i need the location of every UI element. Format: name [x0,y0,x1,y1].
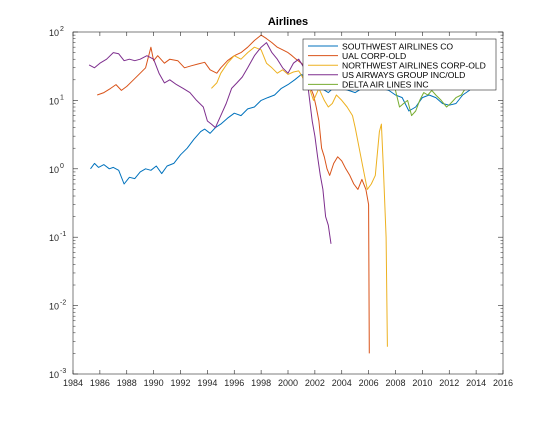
x-tick-label: 2012 [439,378,459,388]
x-tick-label: 1996 [224,378,244,388]
y-tick-exponent: 2 [60,26,64,33]
y-tick-exponent: 1 [60,94,64,101]
y-tick-label: 10 [49,370,59,380]
y-tick-label: 10 [49,302,59,312]
x-tick-label: 1994 [197,378,217,388]
y-tick-label: 10 [49,96,59,106]
x-tick-label: 2016 [493,378,513,388]
x-tick-label: 1990 [144,378,164,388]
legend-label: US AIRWAYS GROUP INC/OLD [342,70,465,80]
x-tick-label: 2014 [466,378,486,388]
x-axis: 1984 1986 1988 1990 1992 1994 1996 1998 2000 2002… [63,32,513,388]
series-line-3 [211,46,388,347]
x-tick-label: 1984 [63,378,83,388]
y-tick-label: 10 [49,165,59,175]
x-tick-label: 2010 [412,378,432,388]
x-tick-label: 2000 [278,378,298,388]
y-tick-exponent: -3 [60,368,66,375]
series-line-1 [90,58,496,185]
series-line-4 [88,42,332,244]
series-layer [88,34,496,354]
y-tick-label: 10 [49,233,59,243]
y-tick-exponent: -1 [60,231,66,238]
legend-label: NORTHWEST AIRLINES CORP-OLD [342,61,486,71]
x-tick-label: 2002 [305,378,325,388]
legend-label: UAL CORP-OLD [342,51,406,61]
legend-label: DELTA AIR LINES INC [342,80,429,90]
legend-box [302,38,497,91]
y-tick-exponent: -2 [60,300,66,307]
x-tick-label: 2008 [385,378,405,388]
chart-title: Airlines [268,16,308,28]
x-tick-label: 2006 [359,378,379,388]
x-tick-label: 1988 [117,378,137,388]
y-tick-label: 10 [49,28,59,38]
x-tick-label: 2004 [332,378,352,388]
legend-label: SOUTHWEST AIRLINES CO [342,41,453,51]
x-tick-label: 1998 [251,378,271,388]
x-tick-label: 1986 [90,378,110,388]
series-line-2 [97,34,370,354]
y-tick-exponent: 0 [60,163,64,170]
x-tick-label: 1992 [170,378,190,388]
